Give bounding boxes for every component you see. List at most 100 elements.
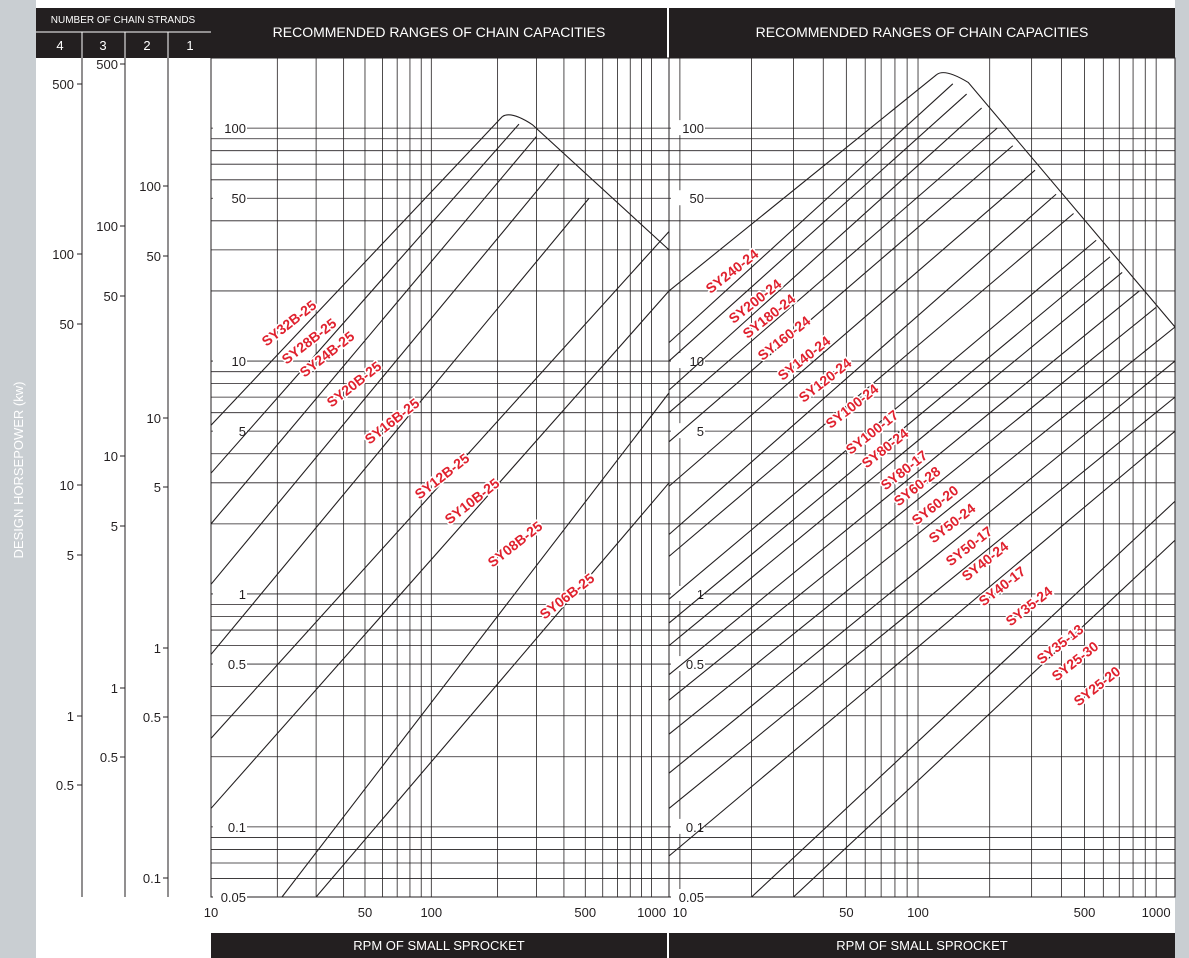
strand-number-4: 4 <box>56 38 63 53</box>
x-tick-label: 10 <box>673 905 687 920</box>
strand-4-scale: 500 100 50 10 5 1 0.5 <box>52 77 82 793</box>
tick-label: 10 <box>104 449 118 464</box>
series-line <box>210 123 520 474</box>
right-xlabel-bg <box>669 933 1175 958</box>
y-tick-label: 50 <box>232 191 246 206</box>
x-tick-label: 500 <box>574 905 596 920</box>
tick-label: 0.5 <box>143 710 161 725</box>
y-tick-label-bg <box>671 818 705 834</box>
tick-label: 1 <box>111 681 118 696</box>
y-tick-label: 5 <box>239 424 246 439</box>
strands-header-bg <box>36 8 211 58</box>
series-line <box>668 430 1176 857</box>
strand-3-scale: 500 100 50 10 5 1 0.5 <box>96 57 125 765</box>
series-line <box>668 306 1157 701</box>
series-label: SY06B-25 <box>537 570 598 623</box>
x-tick-label: 1000 <box>1142 905 1171 920</box>
tick-label: 5 <box>154 480 161 495</box>
y-tick-label: 0.1 <box>228 820 246 835</box>
series-line <box>668 360 1176 774</box>
series-line <box>315 482 670 898</box>
series-line <box>210 197 590 655</box>
x-tick-label: 50 <box>358 905 372 920</box>
y-tick-label-bg <box>213 190 247 206</box>
tick-label: 500 <box>52 77 74 92</box>
strands-title: NUMBER OF CHAIN STRANDS <box>51 15 196 26</box>
series-line <box>668 290 1140 676</box>
series-line <box>793 539 1176 898</box>
y-tick-label: 0.1 <box>686 820 704 835</box>
series-line <box>668 239 1097 600</box>
strand-number-2: 2 <box>143 38 150 53</box>
strand-number-1: 1 <box>186 38 193 53</box>
tick-label: 0.1 <box>143 871 161 886</box>
series-line <box>668 256 1111 624</box>
tick-label: 100 <box>96 219 118 234</box>
tick-label: 0.5 <box>56 778 74 793</box>
series-label: SY12B-25 <box>412 450 473 503</box>
capacity-envelope <box>936 72 1176 328</box>
y-tick-label-bg <box>671 889 705 904</box>
tick-label: 100 <box>52 247 74 262</box>
y-tick-label-bg <box>213 423 247 439</box>
y-tick-label-bg <box>213 889 247 904</box>
x-tick-label: 100 <box>420 905 442 920</box>
series-label: SY25-20 <box>1071 663 1124 709</box>
series-line <box>668 193 1057 535</box>
series-line <box>668 127 998 414</box>
x-tick-label: 10 <box>204 905 218 920</box>
series-line <box>668 169 1036 487</box>
y-tick-label-bg <box>213 818 247 834</box>
tick-label: 100 <box>139 179 161 194</box>
y-tick-label: 1 <box>697 587 704 602</box>
y-tick-label: 50 <box>690 191 704 206</box>
y-tick-label: 0.05 <box>679 890 704 905</box>
right-chart-title: RECOMMENDED RANGES OF CHAIN CAPACITIES <box>756 24 1089 40</box>
series-line <box>668 213 1074 557</box>
tick-label: 1 <box>154 641 161 656</box>
y-tick-label: 100 <box>224 121 246 136</box>
series-label: SY35-24 <box>1003 583 1056 629</box>
right-chart-title-bg <box>669 8 1175 58</box>
y-tick-label: 0.5 <box>686 657 704 672</box>
series-line <box>668 145 1014 443</box>
left-chart-title: RECOMMENDED RANGES OF CHAIN CAPACITIES <box>273 24 606 40</box>
series-line <box>668 396 1176 809</box>
y-tick-label-bg <box>671 120 705 136</box>
y-tick-label-bg <box>213 353 247 369</box>
series-line <box>751 500 1176 898</box>
series-line <box>210 231 670 739</box>
y-tick-label-bg <box>213 585 247 601</box>
y-tick-label: 10 <box>690 354 704 369</box>
left-strip <box>0 0 36 958</box>
tick-label: 50 <box>147 249 161 264</box>
series-line <box>668 74 938 292</box>
series-label: SY16B-25 <box>362 395 423 448</box>
y-tick-label-bg <box>671 190 705 206</box>
right-strip <box>1175 0 1189 958</box>
strand-2-scale: 100 50 10 5 1 0.5 0.1 <box>139 179 168 886</box>
y-tick-label-bg <box>671 353 705 369</box>
series-line <box>668 83 954 344</box>
tick-label: 10 <box>147 411 161 426</box>
tick-label: 0.5 <box>100 750 118 765</box>
y-tick-label: 100 <box>682 121 704 136</box>
series-line <box>668 93 967 362</box>
y-tick-label-bg <box>671 656 705 672</box>
x-tick-label: 100 <box>907 905 929 920</box>
tick-label: 50 <box>104 289 118 304</box>
series-label: SY240-24 <box>702 245 761 296</box>
capacity-envelope <box>501 114 670 251</box>
left-xlabel-bg <box>211 933 667 958</box>
tick-label: 1 <box>67 709 74 724</box>
tick-label: 5 <box>67 548 74 563</box>
left-chart-title-bg <box>211 8 667 58</box>
series-line <box>210 116 503 426</box>
left-xlabel: RPM OF SMALL SPROCKET <box>353 938 524 953</box>
x-tick-label: 1000 <box>637 905 666 920</box>
tick-label: 5 <box>111 519 118 534</box>
tick-label: 500 <box>96 57 118 72</box>
